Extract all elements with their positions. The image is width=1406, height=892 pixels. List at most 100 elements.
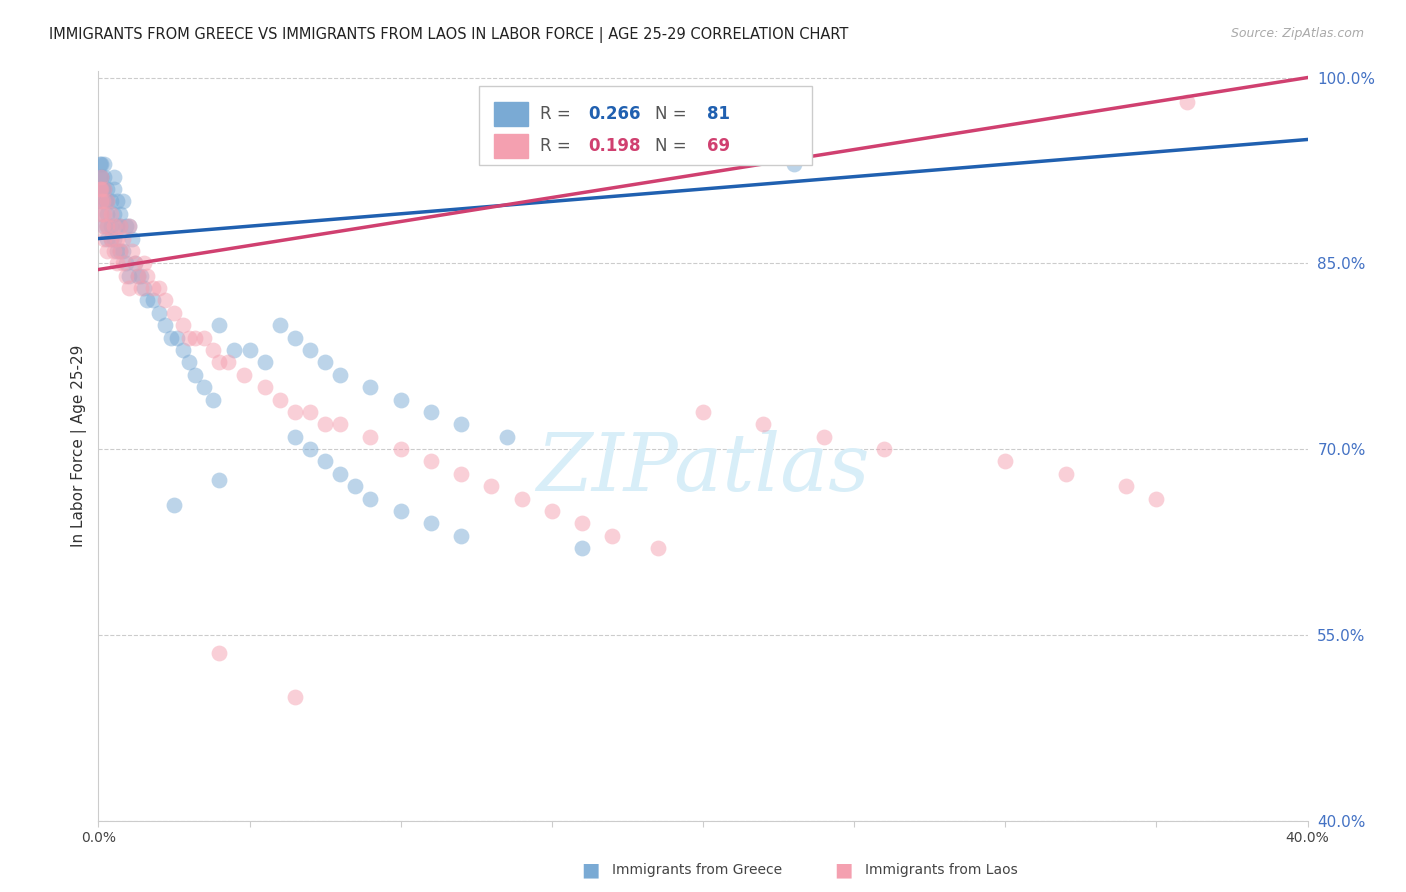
Point bbox=[193, 380, 215, 394]
Point bbox=[108, 244, 131, 258]
Point bbox=[103, 219, 125, 234]
Point bbox=[142, 293, 165, 308]
Point bbox=[647, 541, 669, 556]
Point bbox=[284, 430, 307, 444]
Point bbox=[1144, 491, 1167, 506]
Point bbox=[90, 194, 112, 209]
Point bbox=[124, 256, 146, 270]
Point bbox=[360, 430, 382, 444]
Point bbox=[96, 219, 118, 234]
Point bbox=[299, 343, 322, 357]
Point bbox=[602, 529, 624, 543]
Point bbox=[873, 442, 896, 456]
Point bbox=[269, 318, 291, 333]
Point bbox=[93, 219, 115, 234]
Point bbox=[105, 244, 128, 258]
Point bbox=[160, 331, 183, 345]
Text: R =: R = bbox=[540, 137, 576, 155]
Point bbox=[89, 169, 111, 184]
Point bbox=[360, 491, 382, 506]
Text: ZIPatlas: ZIPatlas bbox=[536, 430, 870, 508]
Point bbox=[163, 498, 186, 512]
Point bbox=[90, 194, 112, 209]
Point bbox=[132, 256, 155, 270]
Point bbox=[208, 647, 231, 661]
Point bbox=[153, 318, 176, 333]
Point bbox=[93, 182, 115, 196]
Text: 69: 69 bbox=[707, 137, 730, 155]
Point bbox=[420, 454, 443, 468]
Point bbox=[103, 231, 125, 245]
Text: ■: ■ bbox=[581, 860, 600, 880]
Point bbox=[100, 194, 122, 209]
Point bbox=[994, 454, 1017, 468]
Text: N =: N = bbox=[655, 105, 692, 123]
Point bbox=[135, 293, 157, 308]
Point bbox=[90, 157, 112, 171]
Point bbox=[90, 169, 112, 184]
Point bbox=[96, 194, 118, 209]
Point bbox=[344, 479, 367, 493]
Point bbox=[314, 355, 336, 369]
Point bbox=[127, 268, 149, 283]
Point bbox=[105, 219, 128, 234]
Point bbox=[1175, 95, 1198, 110]
Point bbox=[91, 182, 114, 196]
Point bbox=[571, 541, 593, 556]
Point bbox=[103, 169, 125, 184]
Point bbox=[360, 380, 382, 394]
Point bbox=[135, 268, 157, 283]
Bar bbox=[494, 102, 527, 126]
Point bbox=[148, 306, 170, 320]
Point bbox=[420, 516, 443, 531]
Point bbox=[692, 405, 714, 419]
Point bbox=[108, 244, 131, 258]
Point bbox=[100, 207, 122, 221]
Point bbox=[166, 331, 188, 345]
Point bbox=[172, 343, 194, 357]
Point bbox=[124, 256, 146, 270]
Point bbox=[103, 207, 125, 221]
Point bbox=[118, 219, 141, 234]
Point bbox=[91, 194, 114, 209]
Point bbox=[299, 405, 322, 419]
Point bbox=[450, 467, 472, 481]
Point bbox=[105, 256, 128, 270]
Point bbox=[208, 318, 231, 333]
Point bbox=[202, 392, 225, 407]
Point bbox=[232, 368, 254, 382]
Point bbox=[571, 516, 593, 531]
Point bbox=[208, 355, 231, 369]
Text: R =: R = bbox=[540, 105, 576, 123]
Text: 81: 81 bbox=[707, 105, 730, 123]
Point bbox=[208, 473, 231, 487]
Point bbox=[108, 219, 131, 234]
Point bbox=[224, 343, 246, 357]
Point bbox=[540, 504, 562, 518]
Point bbox=[510, 491, 533, 506]
Point bbox=[163, 306, 186, 320]
Point bbox=[96, 207, 118, 221]
Point bbox=[93, 207, 115, 221]
Point bbox=[111, 256, 134, 270]
Text: ■: ■ bbox=[834, 860, 853, 880]
Point bbox=[93, 157, 115, 171]
Point bbox=[1054, 467, 1077, 481]
Point bbox=[389, 504, 412, 518]
Point bbox=[94, 194, 117, 209]
Point bbox=[89, 182, 111, 196]
Point bbox=[118, 268, 141, 283]
Point bbox=[253, 380, 276, 394]
Point bbox=[129, 268, 152, 283]
Point bbox=[450, 417, 472, 432]
Point bbox=[783, 157, 806, 171]
Point bbox=[1115, 479, 1137, 493]
Point bbox=[114, 268, 136, 283]
Point bbox=[90, 169, 112, 184]
Point bbox=[93, 169, 115, 184]
Point bbox=[89, 157, 111, 171]
Text: N =: N = bbox=[655, 137, 692, 155]
Point bbox=[450, 529, 472, 543]
Point bbox=[752, 417, 775, 432]
FancyBboxPatch shape bbox=[479, 87, 811, 165]
